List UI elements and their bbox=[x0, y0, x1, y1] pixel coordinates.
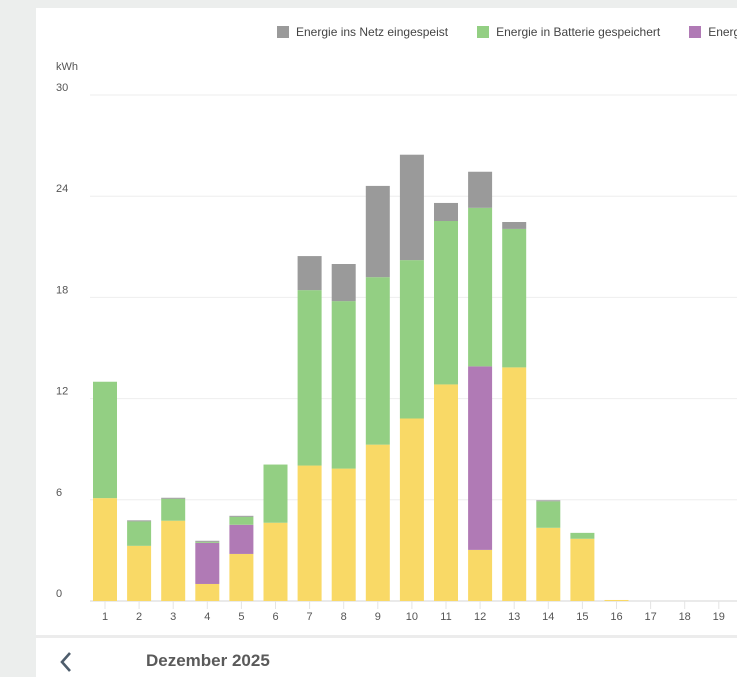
legend-label: Energie in Batterie gespeichert bbox=[496, 25, 661, 39]
x-tick-label: 2 bbox=[136, 611, 142, 623]
x-tick-label: 5 bbox=[238, 611, 244, 623]
bar-segment bbox=[604, 599, 629, 601]
bar-segment bbox=[93, 381, 117, 499]
bar-segment bbox=[536, 527, 561, 601]
bar-segment bbox=[297, 290, 322, 466]
x-tick-label: 1 bbox=[102, 611, 108, 623]
x-tick-label: 7 bbox=[307, 611, 313, 623]
y-tick-label: 6 bbox=[56, 487, 62, 499]
bar-segment bbox=[468, 366, 493, 550]
bar-segment bbox=[570, 532, 595, 539]
previous-month-button[interactable] bbox=[56, 648, 78, 676]
bar-segment bbox=[263, 522, 288, 601]
bar-segment bbox=[93, 498, 117, 601]
x-tick-label: 11 bbox=[440, 611, 451, 623]
x-tick-label: 18 bbox=[679, 611, 691, 623]
bar-segment bbox=[195, 540, 220, 542]
legend-item-energy[interactable]: Energie bbox=[689, 25, 737, 39]
bar-segment bbox=[161, 520, 186, 601]
month-label: Dezember 2025 bbox=[146, 651, 270, 670]
bar-segment bbox=[502, 228, 527, 368]
legend-swatch bbox=[689, 26, 702, 38]
bar-segment bbox=[229, 524, 254, 554]
x-tick-label: 3 bbox=[170, 611, 176, 623]
bar-segment bbox=[434, 202, 458, 221]
x-tick-label: 8 bbox=[341, 611, 347, 623]
y-tick-label: 12 bbox=[56, 386, 68, 398]
bar-segment bbox=[502, 222, 527, 229]
x-tick-label: 19 bbox=[713, 611, 725, 623]
bar-segment bbox=[127, 520, 152, 522]
bar-segment bbox=[365, 277, 390, 445]
x-tick-label: 6 bbox=[272, 611, 278, 623]
bar-segment bbox=[263, 464, 288, 523]
y-tick-label: 24 bbox=[56, 183, 68, 195]
bar-segment bbox=[127, 545, 152, 601]
bar-segment bbox=[468, 549, 493, 601]
bar-segment bbox=[229, 515, 254, 517]
x-tick-label: 4 bbox=[204, 611, 210, 623]
y-tick-label: 30 bbox=[56, 82, 68, 94]
chart-legend: Energie ins Netz eingespeist Energie in … bbox=[277, 25, 737, 39]
bar-segment bbox=[161, 497, 186, 499]
bar-segment bbox=[399, 154, 424, 261]
bar-segment bbox=[229, 553, 254, 601]
legend-label: Energie ins Netz eingespeist bbox=[296, 25, 449, 39]
bar-segment bbox=[365, 185, 390, 278]
x-tick-label: 10 bbox=[406, 611, 418, 623]
x-tick-label: 16 bbox=[610, 611, 622, 623]
x-tick-label: 15 bbox=[576, 611, 588, 623]
y-tick-label: 18 bbox=[56, 284, 68, 296]
x-tick-label: 14 bbox=[542, 611, 554, 623]
bar-segment bbox=[297, 256, 322, 291]
bar-segment bbox=[399, 418, 424, 601]
bar-segment bbox=[570, 538, 595, 601]
bar-segment bbox=[331, 264, 356, 302]
legend-item-battery[interactable]: Energie in Batterie gespeichert bbox=[477, 25, 660, 39]
legend-swatch bbox=[477, 26, 490, 38]
x-tick-label: 12 bbox=[474, 611, 486, 623]
bar-segment bbox=[161, 498, 186, 521]
bar-segment bbox=[434, 384, 458, 601]
bar-segment bbox=[195, 542, 220, 584]
bar-segment bbox=[195, 541, 220, 543]
divider bbox=[36, 635, 737, 638]
bar-segment bbox=[331, 301, 356, 469]
bar-segment bbox=[331, 468, 356, 601]
legend-swatch bbox=[277, 26, 289, 38]
y-tick-label: 0 bbox=[56, 588, 62, 600]
x-tick-label: 9 bbox=[375, 611, 381, 623]
bar-segment bbox=[399, 260, 424, 419]
legend-label: Energie bbox=[708, 25, 737, 39]
bar-segment bbox=[536, 501, 561, 528]
bar-segment bbox=[365, 444, 390, 601]
x-tick-label: 13 bbox=[508, 611, 520, 623]
bar-segment bbox=[297, 465, 322, 601]
bar-segment bbox=[536, 500, 561, 502]
bar-segment bbox=[127, 521, 152, 546]
y-axis-unit: kWh bbox=[56, 61, 78, 73]
bar-segment bbox=[468, 207, 493, 367]
chevron-left-icon bbox=[60, 652, 71, 672]
bar-segment bbox=[468, 171, 493, 208]
bar-segment bbox=[502, 367, 527, 601]
bar-segment bbox=[195, 583, 220, 601]
bar-segment bbox=[434, 220, 458, 385]
x-tick-label: 17 bbox=[644, 611, 656, 623]
legend-item-grid-feed[interactable]: Energie ins Netz eingespeist bbox=[277, 25, 448, 39]
bar-segment bbox=[229, 516, 254, 525]
